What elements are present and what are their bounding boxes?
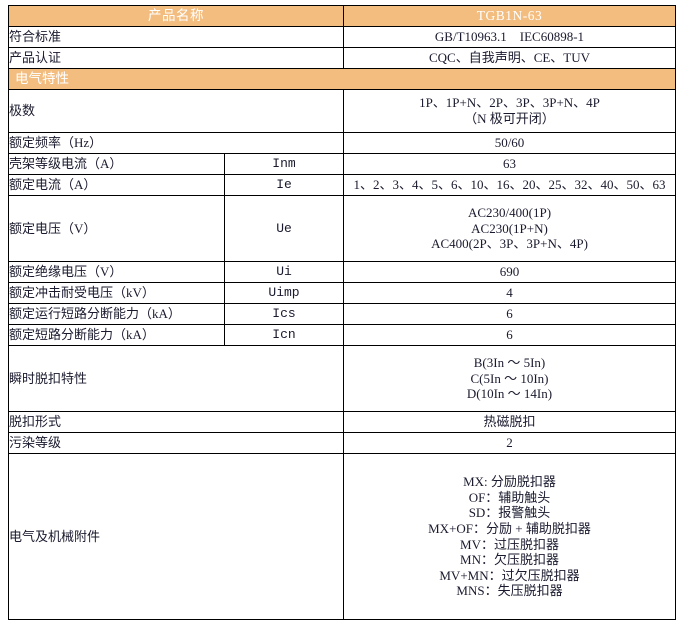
value-line: 6	[506, 306, 513, 322]
value-line: MX+OF：分励 + 辅助脱扣器	[428, 520, 591, 536]
table-row: 额定绝缘电压（V） Ui 690	[8, 261, 676, 283]
table-row: 额定运行短路分断能力（kA） Ics 6	[8, 303, 676, 325]
table-row: 瞬时脱扣特性 B(3In ～ 5In) C(5In ～ 10In) D(10In…	[8, 345, 676, 412]
table-row: 脱扣形式 热磁脱扣	[8, 411, 676, 433]
row-symbol: Ics	[224, 303, 344, 325]
row-label: 额定运行短路分断能力（kA）	[8, 303, 225, 325]
row-label: 脱扣形式	[8, 411, 344, 433]
row-label: 电气及机械附件	[8, 453, 344, 620]
value-line: MV+MN：过欠压脱扣器	[439, 567, 580, 583]
header-cell-model: TGB1N-63	[343, 5, 676, 27]
value-line: GB/T10963.1 IEC60898-1	[434, 29, 585, 45]
value-line: AC230/400(1P)	[467, 205, 552, 221]
value-line: 4	[506, 285, 513, 301]
row-label: 产品认证	[8, 47, 344, 69]
row-label: 额定绝缘电压（V）	[8, 261, 225, 283]
row-symbol: Inm	[224, 153, 344, 175]
row-label: 极数	[8, 89, 344, 133]
value-line: OF：辅助触头	[468, 489, 551, 505]
value-line: （N 极可开闭）	[464, 111, 555, 126]
value-line: MX: 分励脱扣器	[463, 473, 556, 489]
table-row: 符合标准 GB/T10963.1 IEC60898-1	[8, 26, 676, 48]
table-row: 额定频率（Hz） 50/60	[8, 132, 676, 154]
row-symbol: Ue	[224, 195, 344, 262]
value-line: 1P、1P+N、2P、3P、3P+N、4P	[419, 95, 600, 111]
table-row: 额定冲击耐受电压（kV） Uimp 4	[8, 282, 676, 304]
row-symbol: Ie	[224, 174, 344, 196]
row-value: 1P、1P+N、2P、3P、3P+N、4P （N 极可开闭）	[343, 89, 676, 133]
value-line: MN：欠压脱扣器	[460, 552, 559, 568]
value-line: SD：报警触头	[468, 505, 551, 521]
value-line: 热磁脱扣	[483, 414, 536, 430]
table-row: 额定电流（A） Ie 1、2、3、4、5、6、10、16、20、25、32、40…	[8, 174, 676, 196]
row-value: CQC、自我声明、CE、TUV	[343, 47, 676, 69]
row-value: B(3In ～ 5In) C(5In ～ 10In) D(10In ～ 14In…	[343, 345, 676, 412]
row-label: 污染等级	[8, 432, 344, 454]
value-line: C(5In ～ 10In)	[470, 370, 549, 386]
row-symbol: Ui	[224, 261, 344, 283]
row-value: MX: 分励脱扣器 OF：辅助触头 SD：报警触头 MX+OF：分励 + 辅助脱…	[343, 453, 676, 620]
table-row: 污染等级 2	[8, 432, 676, 454]
table-row: 额定电压（V） Ue AC230/400(1P) AC230(1P+N) AC4…	[8, 195, 676, 262]
value-line: B(3In ～ 5In)	[473, 355, 546, 371]
table-row: 电气及机械附件 MX: 分励脱扣器 OF：辅助触头 SD：报警触头 MX+OF：…	[8, 453, 676, 620]
row-label: 额定频率（Hz）	[8, 132, 344, 154]
value-line: MV：过压脱扣器	[460, 536, 559, 552]
product-specification-table: 产品名称 TGB1N-63 符合标准 GB/T10963.1 IEC60898-…	[8, 5, 676, 620]
row-value: 4	[343, 282, 676, 304]
table-row: 极数 1P、1P+N、2P、3P、3P+N、4P （N 极可开闭）	[8, 89, 676, 133]
row-label: 瞬时脱扣特性	[8, 345, 344, 412]
spec-table-container: 产品名称 TGB1N-63 符合标准 GB/T10963.1 IEC60898-…	[8, 5, 676, 620]
row-label: 符合标准	[8, 26, 344, 48]
value-line: MNS：失压脱扣器	[456, 583, 563, 599]
row-symbol: Uimp	[224, 282, 344, 304]
row-label: 额定电压（V）	[8, 195, 225, 262]
value-line: 63	[503, 156, 516, 172]
value-line: 1、2、3、4、5、6、10、16、20、25、32、40、50、63	[353, 177, 666, 193]
row-value: 6	[343, 324, 676, 346]
row-symbol: Icn	[224, 324, 344, 346]
row-value: 63	[343, 153, 676, 175]
section-header-row-electrical: 电气特性	[8, 68, 676, 90]
value-line: AC230(1P+N)	[471, 220, 548, 236]
table-row: 额定短路分断能力（kA） Icn 6	[8, 324, 676, 346]
value-line: 2	[506, 435, 513, 451]
value-line: D(10In ～ 14In)	[466, 386, 553, 402]
row-value: 6	[343, 303, 676, 325]
row-label: 额定电流（A）	[8, 174, 225, 196]
row-value: 1、2、3、4、5、6、10、16、20、25、32、40、50、63	[343, 174, 676, 196]
row-label: 额定冲击耐受电压（kV）	[8, 282, 225, 304]
value-line: 690	[499, 264, 520, 280]
value-line: AC400(2P、3P、3P+N、4P)	[431, 236, 588, 252]
row-value: 690	[343, 261, 676, 283]
table-header-row: 产品名称 TGB1N-63	[8, 5, 676, 27]
row-value: 2	[343, 432, 676, 454]
row-label: 壳架等级电流（A）	[8, 153, 225, 175]
table-row: 壳架等级电流（A） Inm 63	[8, 153, 676, 175]
value-line: CQC、自我声明、CE、TUV	[428, 50, 591, 66]
table-row: 产品认证 CQC、自我声明、CE、TUV	[8, 47, 676, 69]
value-line: 6	[506, 327, 513, 343]
row-value: AC230/400(1P) AC230(1P+N) AC400(2P、3P、3P…	[343, 195, 676, 262]
row-value: 热磁脱扣	[343, 411, 676, 433]
row-value: 50/60	[343, 132, 676, 154]
section-label: 电气特性	[8, 68, 676, 90]
value-line: 50/60	[494, 135, 525, 151]
row-value: GB/T10963.1 IEC60898-1	[343, 26, 676, 48]
row-label: 额定短路分断能力（kA）	[8, 324, 225, 346]
header-cell-product-name: 产品名称	[8, 5, 344, 27]
